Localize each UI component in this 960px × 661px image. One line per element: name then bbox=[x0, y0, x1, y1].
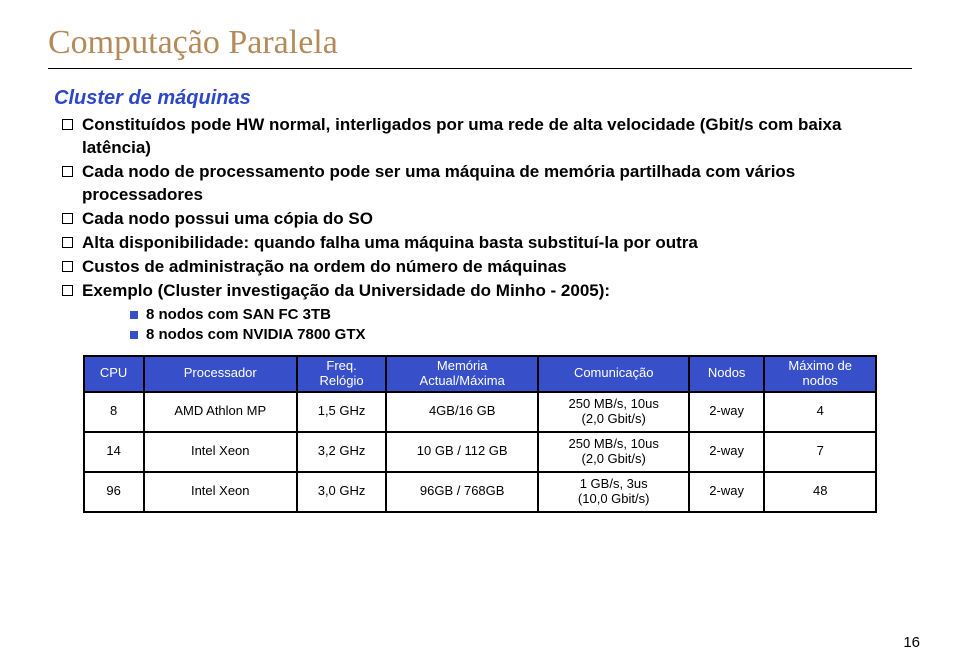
cell-comm-line1: 250 MB/s, 10us bbox=[569, 396, 659, 411]
bullet-text: Custos de administração na ordem do núme… bbox=[82, 257, 567, 276]
table-row: 96 Intel Xeon 3,0 GHz 96GB / 768GB 1 GB/… bbox=[84, 472, 877, 512]
cell-mem: 10 GB / 112 GB bbox=[386, 432, 538, 472]
sub-bullet-item: 8 nodos com SAN FC 3TB bbox=[82, 305, 912, 325]
cell-nodos: 2-way bbox=[689, 472, 764, 512]
col-memoria-line1: Memória bbox=[437, 358, 488, 373]
cell-nodos: 2-way bbox=[689, 392, 764, 432]
table-row: 14 Intel Xeon 3,2 GHz 10 GB / 112 GB 250… bbox=[84, 432, 877, 472]
col-maximo-line1: Máximo de bbox=[788, 358, 852, 373]
col-memoria: Memória Actual/Máxima bbox=[386, 356, 538, 392]
cell-max: 48 bbox=[764, 472, 876, 512]
col-memoria-line2: Actual/Máxima bbox=[420, 373, 505, 388]
cell-proc: Intel Xeon bbox=[144, 472, 297, 512]
cell-max: 7 bbox=[764, 432, 876, 472]
spec-table: CPU Processador Freq. Relógio Memória Ac… bbox=[83, 355, 878, 513]
col-freq-line1: Freq. bbox=[326, 358, 356, 373]
table-header: CPU Processador Freq. Relógio Memória Ac… bbox=[84, 356, 877, 392]
bullet-item: Custos de administração na ordem do núme… bbox=[48, 256, 912, 279]
cell-comm-line2: (2,0 Gbit/s) bbox=[582, 411, 646, 426]
cell-comm-line1: 250 MB/s, 10us bbox=[569, 436, 659, 451]
sub-bullet-text: 8 nodos com NVIDIA 7800 GTX bbox=[146, 326, 366, 343]
cell-freq: 3,0 GHz bbox=[297, 472, 386, 512]
bullet-text: Alta disponibilidade: quando falha uma m… bbox=[82, 233, 698, 252]
cell-cpu: 14 bbox=[84, 432, 144, 472]
cell-cpu: 96 bbox=[84, 472, 144, 512]
cell-nodos: 2-way bbox=[689, 432, 764, 472]
cell-freq: 1,5 GHz bbox=[297, 392, 386, 432]
col-maximo-line2: nodos bbox=[803, 373, 838, 388]
col-comunicacao: Comunicação bbox=[538, 356, 689, 392]
cell-max: 4 bbox=[764, 392, 876, 432]
cell-comm-line2: (2,0 Gbit/s) bbox=[582, 451, 646, 466]
bullet-item: Exemplo (Cluster investigação da Univers… bbox=[48, 280, 912, 345]
cell-freq: 3,2 GHz bbox=[297, 432, 386, 472]
page-title: Computação Paralela bbox=[48, 24, 912, 62]
bullet-text: Cada nodo de processamento pode ser uma … bbox=[82, 162, 795, 204]
bullet-item: Alta disponibilidade: quando falha uma m… bbox=[48, 232, 912, 255]
cell-comm: 250 MB/s, 10us (2,0 Gbit/s) bbox=[538, 432, 689, 472]
sub-bullet-text: 8 nodos com SAN FC 3TB bbox=[146, 306, 331, 323]
col-freq-line2: Relógio bbox=[320, 373, 364, 388]
cell-comm: 250 MB/s, 10us (2,0 Gbit/s) bbox=[538, 392, 689, 432]
cell-proc: AMD Athlon MP bbox=[144, 392, 297, 432]
slide-page: Computação Paralela Cluster de máquinas … bbox=[0, 0, 960, 661]
sub-bullet-item: 8 nodos com NVIDIA 7800 GTX bbox=[82, 325, 912, 345]
cell-cpu: 8 bbox=[84, 392, 144, 432]
bullet-item: Constituídos pode HW normal, interligado… bbox=[48, 114, 912, 160]
cell-mem: 96GB / 768GB bbox=[386, 472, 538, 512]
bullet-list: Constituídos pode HW normal, interligado… bbox=[48, 114, 912, 345]
sub-bullet-list: 8 nodos com SAN FC 3TB 8 nodos com NVIDI… bbox=[82, 305, 912, 346]
cell-comm: 1 GB/s, 3us (10,0 Gbit/s) bbox=[538, 472, 689, 512]
col-cpu: CPU bbox=[84, 356, 144, 392]
table-header-row: CPU Processador Freq. Relógio Memória Ac… bbox=[84, 356, 877, 392]
subtitle: Cluster de máquinas bbox=[54, 87, 912, 110]
col-nodos: Nodos bbox=[689, 356, 764, 392]
cell-proc: Intel Xeon bbox=[144, 432, 297, 472]
bullet-item: Cada nodo possui uma cópia do SO bbox=[48, 208, 912, 231]
col-maximo: Máximo de nodos bbox=[764, 356, 876, 392]
table-body: 8 AMD Athlon MP 1,5 GHz 4GB/16 GB 250 MB… bbox=[84, 392, 877, 512]
table-row: 8 AMD Athlon MP 1,5 GHz 4GB/16 GB 250 MB… bbox=[84, 392, 877, 432]
title-underline bbox=[48, 68, 912, 69]
bullet-text: Exemplo (Cluster investigação da Univers… bbox=[82, 281, 610, 300]
bullet-item: Cada nodo de processamento pode ser uma … bbox=[48, 161, 912, 207]
page-number: 16 bbox=[903, 634, 920, 651]
cell-mem: 4GB/16 GB bbox=[386, 392, 538, 432]
col-processador: Processador bbox=[144, 356, 297, 392]
bullet-text: Cada nodo possui uma cópia do SO bbox=[82, 209, 373, 228]
cell-comm-line2: (10,0 Gbit/s) bbox=[578, 491, 650, 506]
bullet-text: Constituídos pode HW normal, interligado… bbox=[82, 115, 841, 157]
cell-comm-line1: 1 GB/s, 3us bbox=[580, 476, 648, 491]
col-freq: Freq. Relógio bbox=[297, 356, 386, 392]
